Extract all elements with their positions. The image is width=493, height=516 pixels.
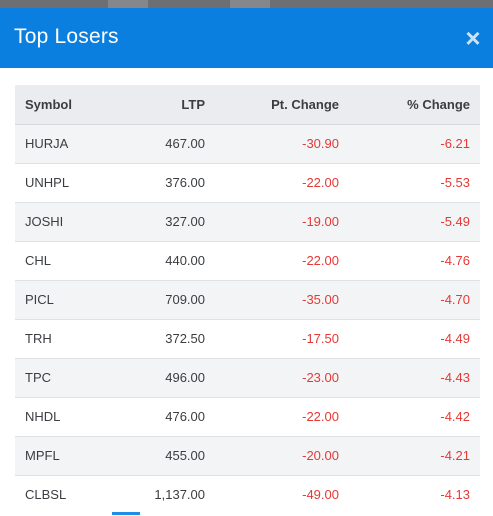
cell-ltp: 496.00 xyxy=(115,358,215,398)
cell-symbol: PICL xyxy=(15,280,115,320)
table-row[interactable]: MPFL 455.00 -20.00 -4.21 xyxy=(15,436,480,476)
cell-pt-change: -30.90 xyxy=(215,124,349,164)
cell-symbol: TPC xyxy=(15,358,115,398)
cell-pt-change: -35.00 xyxy=(215,280,349,320)
column-header-pct-change[interactable]: % Change xyxy=(349,85,480,125)
table-header: Symbol LTP Pt. Change % Change xyxy=(15,85,480,125)
cell-pt-change: -20.00 xyxy=(215,436,349,476)
cell-pct-change: -5.49 xyxy=(349,202,480,242)
cell-ltp: 476.00 xyxy=(115,397,215,437)
table-row[interactable]: CLBSL 1,137.00 -49.00 -4.13 xyxy=(15,475,480,514)
cell-pct-change: -4.42 xyxy=(349,397,480,437)
table-row[interactable]: PICL 709.00 -35.00 -4.70 xyxy=(15,280,480,320)
cell-pt-change: -22.00 xyxy=(215,163,349,203)
modal-header: Top Losers × xyxy=(0,8,493,68)
table-body: HURJA 467.00 -30.90 -6.21 UNHPL 376.00 -22.00-… xyxy=(15,124,480,514)
table-row[interactable]: TRH 372.50 -17.50 -4.49 xyxy=(15,319,480,359)
cell-ltp: 372.50 xyxy=(115,319,215,359)
cell-symbol: MPFL xyxy=(15,436,115,476)
table-row[interactable]: TPC 496.00 -23.00 -4.43 xyxy=(15,358,480,398)
cell-pct-change: -6.21 xyxy=(349,124,480,164)
table-row[interactable]: UNHPL 376.00 -22.00 -5.53 xyxy=(15,163,480,203)
table-row[interactable]: CHL 440.00 -22.00 -4.76 xyxy=(15,241,480,281)
table-header-row: Symbol LTP Pt. Change % Change xyxy=(15,85,480,125)
background-page-strip xyxy=(0,0,493,8)
table-row[interactable]: HURJA 467.00 -30.90 -6.21 xyxy=(15,124,480,164)
scroll-indicator xyxy=(112,512,140,515)
cell-pt-change: -22.00 xyxy=(215,241,349,281)
background-strip-segment xyxy=(108,0,148,8)
top-losers-table-container: Symbol LTP Pt. Change % Change HURJA 467.… xyxy=(15,85,480,514)
cell-symbol: NHDL xyxy=(15,397,115,437)
cell-symbol: HURJA xyxy=(15,124,115,164)
table-row[interactable]: NHDL 476.00 -22.00 -4.42 xyxy=(15,397,480,437)
cell-pct-change: -5.53 xyxy=(349,163,480,203)
cell-pt-change: -22.00 xyxy=(215,397,349,437)
cell-pt-change: -19.00 xyxy=(215,202,349,242)
table-row[interactable]: JOSHI 327.00 -19.00 -5.49 xyxy=(15,202,480,242)
cell-pct-change: -4.43 xyxy=(349,358,480,398)
cell-symbol: UNHPL xyxy=(15,163,115,203)
cell-symbol: JOSHI xyxy=(15,202,115,242)
cell-ltp: 1,137.00 xyxy=(154,487,205,503)
cell-ltp: 327.00 xyxy=(115,202,215,242)
column-header-ltp[interactable]: LTP xyxy=(115,85,215,125)
close-icon[interactable]: × xyxy=(465,23,481,53)
top-losers-table: Symbol LTP Pt. Change % Change HURJA 467.… xyxy=(15,85,480,514)
cell-pt-change: -17.50 xyxy=(215,319,349,359)
background-strip-segment xyxy=(230,0,270,8)
cell-pct-change: -4.13 xyxy=(440,487,470,503)
cell-pct-change: -4.76 xyxy=(349,241,480,281)
cell-pct-change: -4.49 xyxy=(349,319,480,359)
cell-symbol: CHL xyxy=(15,241,115,281)
cell-pt-change: -23.00 xyxy=(215,358,349,398)
modal-title: Top Losers xyxy=(14,25,119,48)
cell-ltp: 376.00 xyxy=(115,163,215,203)
cell-ltp: 467.00 xyxy=(115,124,215,164)
cell-ltp: 440.00 xyxy=(115,241,215,281)
cell-pct-change: -4.21 xyxy=(349,436,480,476)
cell-ltp: 709.00 xyxy=(115,280,215,320)
cell-pct-change: -4.70 xyxy=(349,280,480,320)
column-header-pt-change[interactable]: Pt. Change xyxy=(215,85,349,125)
cell-symbol: CLBSL xyxy=(25,487,67,503)
cell-pt-change: -49.00 xyxy=(302,487,339,503)
column-header-symbol[interactable]: Symbol xyxy=(15,85,115,125)
cell-symbol: TRH xyxy=(15,319,115,359)
cell-ltp: 455.00 xyxy=(115,436,215,476)
